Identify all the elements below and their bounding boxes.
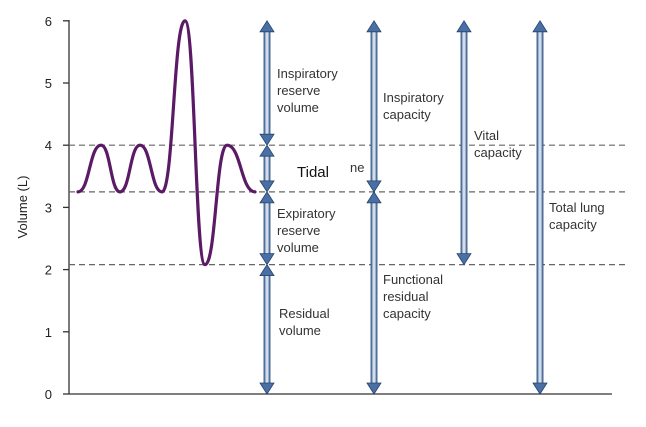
erv-arrow xyxy=(259,191,275,266)
erv-label-line2: reserve xyxy=(277,223,320,238)
erv-label-line3: volume xyxy=(277,240,319,255)
tidal-volume-label: Tidal xyxy=(297,164,329,181)
frc-label-line3: capacity xyxy=(383,306,431,321)
residual-volume-arrow xyxy=(259,263,275,395)
y-tick-label: 6 xyxy=(45,14,52,29)
frc-label-line1: Functional xyxy=(383,272,443,287)
rv-label-line1: Residual xyxy=(279,306,330,321)
volume-arrows xyxy=(259,20,548,395)
y-tick-label: 0 xyxy=(45,387,52,402)
vc-label-line1: Vital xyxy=(474,128,499,143)
tidal-volume-arrow xyxy=(259,144,275,193)
rv-label-line2: volume xyxy=(279,323,321,338)
irv-arrow xyxy=(259,20,275,146)
y-axis-ticks: 0 1 2 3 4 5 6 xyxy=(45,14,69,402)
frc-label-line2: residual xyxy=(383,289,429,304)
y-axis-title: Volume (L) xyxy=(15,176,30,239)
vc-label-line2: capacity xyxy=(474,145,522,160)
y-tick-label: 2 xyxy=(45,263,52,278)
vital-capacity-arrow xyxy=(456,20,472,266)
y-tick-label: 5 xyxy=(45,76,52,91)
tlc-label-line1: Total lung xyxy=(549,200,605,215)
irv-label-line3: volume xyxy=(277,100,319,115)
spirometry-trace xyxy=(76,19,257,267)
tidal-volume-label-fragment: ne xyxy=(350,160,364,175)
y-tick-label: 1 xyxy=(45,325,52,340)
frc-arrow xyxy=(366,191,382,395)
y-tick-label: 4 xyxy=(45,138,52,153)
total-lung-capacity-arrow xyxy=(532,20,548,395)
inspiratory-capacity-arrow xyxy=(366,20,382,193)
y-tick-label: 3 xyxy=(45,200,52,215)
ic-label-line2: capacity xyxy=(383,107,431,122)
ic-label-line1: Inspiratory xyxy=(383,90,444,105)
tlc-label-line2: capacity xyxy=(549,217,597,232)
irv-label-line1: Inspiratory xyxy=(277,66,338,81)
erv-label-line1: Expiratory xyxy=(277,206,336,221)
irv-label-line2: reserve xyxy=(277,83,320,98)
